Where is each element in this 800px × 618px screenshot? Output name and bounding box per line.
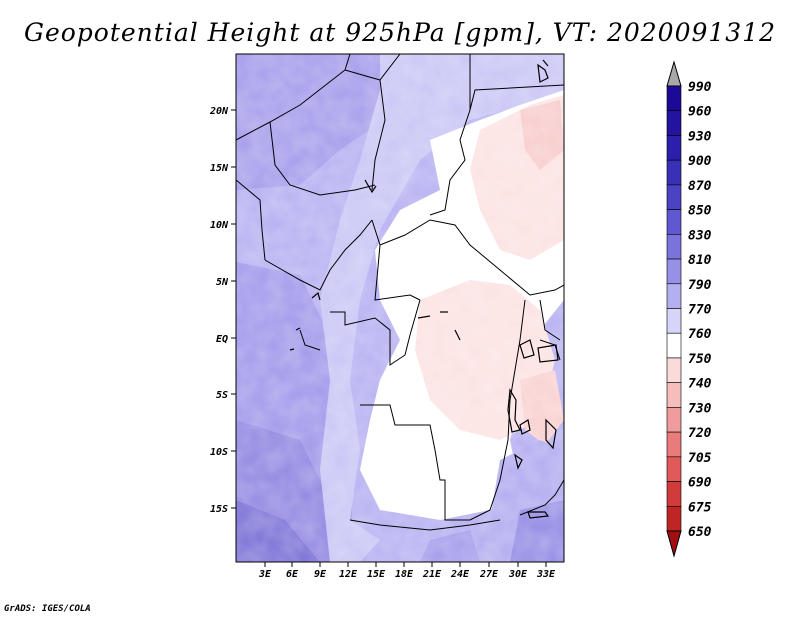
lat-tick-15s: 15S <box>210 504 236 515</box>
lat-label-15n: 15N <box>210 163 229 174</box>
lon-tick-3e: 3E <box>258 562 272 580</box>
colorbar-segment <box>666 332 682 359</box>
colorbar-segment <box>666 283 682 309</box>
geopotential-field <box>236 54 564 562</box>
lon-tick-12e: 12E <box>339 562 358 580</box>
lon-label-15e: 15E <box>367 569 386 580</box>
colorbar-label: 960 <box>688 105 712 120</box>
colorbar-label: 900 <box>688 154 712 169</box>
lon-tick-21e: 21E <box>422 562 442 580</box>
lat-tick-15n: 15N <box>210 163 236 174</box>
lon-label-9e: 9E <box>314 569 327 580</box>
lon-label-6e: 6E <box>286 569 299 580</box>
colorbar-segment <box>666 234 682 260</box>
colorbar-segment <box>666 357 682 383</box>
colorbar-label: 810 <box>688 253 712 268</box>
lat-tick-eq: EQ <box>216 334 236 345</box>
colorbar-segment <box>666 184 682 210</box>
lon-label-30e: 30E <box>508 569 528 580</box>
lat-label-5n: 5N <box>216 277 229 288</box>
map-frame <box>235 53 565 563</box>
colorbar-segment <box>666 135 682 161</box>
colorbar-label: 750 <box>688 352 712 367</box>
country-borders <box>236 54 564 531</box>
lon-tick-18e: 18E <box>395 562 414 580</box>
lakes <box>289 59 559 519</box>
colorbar-label: 990 <box>688 80 712 95</box>
lon-label-33e: 33E <box>536 569 556 580</box>
colorbar-segment <box>666 159 682 186</box>
colorbar-label: 760 <box>688 327 712 342</box>
lat-label-10s: 10S <box>210 447 228 458</box>
lon-tick-24e: 24E <box>450 562 470 580</box>
lon-axis: 3E 6E 9E 12E 15E 18E 21E 24E 27E 30E 33E <box>258 562 556 580</box>
lat-label-10n: 10N <box>210 220 229 231</box>
colorbar-label: 705 <box>688 451 712 466</box>
colorbar-segment <box>666 209 682 235</box>
colorbar-top-triangle <box>666 60 682 87</box>
colorbar-label: 690 <box>688 476 712 491</box>
lon-label-27e: 27E <box>479 569 499 580</box>
lon-label-3e: 3E <box>258 569 272 580</box>
colorbar-segment <box>666 382 682 408</box>
lat-label-5s: 5S <box>216 390 228 401</box>
colorbar-segment <box>666 505 682 532</box>
colorbar-segment <box>666 407 682 433</box>
lon-tick-30e: 30E <box>508 562 528 580</box>
colorbar-label: 850 <box>688 204 712 219</box>
colorbar-segment <box>666 431 682 458</box>
lon-tick-27e: 27E <box>479 562 499 580</box>
colorbar-label: 675 <box>688 500 712 515</box>
colorbar-label: 650 <box>688 525 712 540</box>
colorbar-bottom-triangle <box>666 530 682 558</box>
colorbar-segment <box>666 110 682 136</box>
colorbar-label: 730 <box>688 401 712 416</box>
colorbar-segments <box>666 85 682 532</box>
lat-label-eq: EQ <box>216 334 228 345</box>
lon-label-12e: 12E <box>339 569 358 580</box>
lon-tick-15e: 15E <box>367 562 386 580</box>
colorbar-segment <box>666 456 682 482</box>
lat-label-15s: 15S <box>210 504 228 515</box>
lon-tick-9e: 9E <box>314 562 327 580</box>
lat-tick-10s: 10S <box>210 447 236 458</box>
colorbar-segment <box>666 85 682 112</box>
lon-tick-33e: 33E <box>536 562 556 580</box>
colorbar-labels: 990 960 930 900 870 850 830 810 790 770 760 750 740 7… <box>688 80 712 540</box>
lat-label-20n: 20N <box>209 106 229 117</box>
lat-tick-20n: 20N <box>209 106 236 117</box>
chart-title: Geopotential Height at 925hPa [gpm], VT:… <box>23 18 777 47</box>
lon-label-21e: 21E <box>422 569 442 580</box>
colorbar-label: 870 <box>688 179 712 194</box>
colorbar-label: 740 <box>688 377 712 392</box>
grads-credit: GrADS: IGES/COLA <box>4 604 91 614</box>
lat-tick-5s: 5S <box>216 390 236 401</box>
colorbar-segment <box>666 481 682 507</box>
lon-tick-6e: 6E <box>286 562 299 580</box>
colorbar-label: 930 <box>688 129 712 144</box>
field-texture <box>236 54 564 562</box>
lon-label-24e: 24E <box>450 569 470 580</box>
colorbar-label: 720 <box>688 426 712 441</box>
lat-tick-10n: 10N <box>210 220 236 231</box>
lon-label-18e: 18E <box>395 569 414 580</box>
colorbar: 990 960 930 900 870 850 830 810 790 770 760 750 740 7… <box>666 60 712 558</box>
lat-tick-5n: 5N <box>216 277 236 288</box>
colorbar-label: 770 <box>688 303 712 318</box>
colorbar-segment <box>666 258 682 285</box>
lat-axis: 20N 15N 10N 5N EQ 5S 10S 15S <box>209 106 236 515</box>
colorbar-label: 830 <box>688 228 712 243</box>
colorbar-segment <box>666 308 682 334</box>
colorbar-label: 790 <box>688 278 712 293</box>
